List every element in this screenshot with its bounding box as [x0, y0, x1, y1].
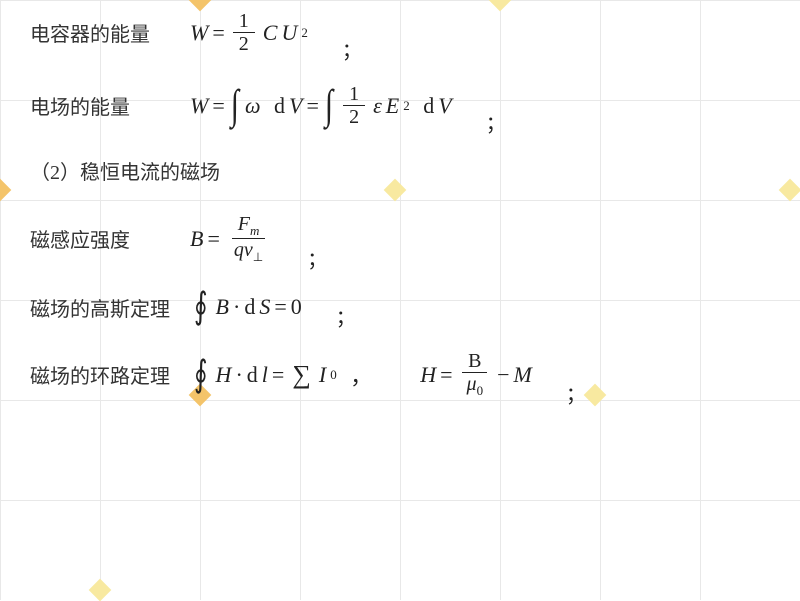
num-Fm: Fm: [232, 213, 266, 239]
var-B: B: [190, 226, 203, 252]
row-magnetic-flux-density: 磁感应强度 B = Fm qv⊥ ；: [30, 213, 770, 264]
frac-half2: 1 2: [343, 83, 365, 128]
var-eps: ε: [373, 93, 382, 119]
formula-efield: W = ∫ ω d V = ∫ 1 2 ε E 2 d V ；: [190, 83, 506, 128]
oint-icon: ∮: [194, 354, 208, 396]
var-q: q: [234, 239, 244, 261]
frac-B-mu0: B μ0: [461, 350, 490, 398]
zero: 0: [291, 294, 302, 320]
semicolon: ；: [342, 34, 362, 63]
eq2: =: [440, 362, 452, 388]
minus: −: [497, 362, 509, 388]
sup-2: 2: [403, 98, 410, 114]
formula-loop: ∮ H · d l = ∑ I 0 ， H = B μ0 − M ；: [190, 350, 586, 398]
var-v: v: [244, 239, 253, 261]
num-1: 1: [233, 10, 255, 33]
var-W: W: [190, 93, 208, 119]
d: d: [247, 362, 258, 388]
var-l: l: [262, 362, 268, 388]
semicolon: ；: [336, 301, 356, 330]
row-efield-energy: 电场的能量 W = ∫ ω d V = ∫ 1 2 ε E 2 d V ；: [30, 83, 770, 128]
frac-Fm-qv: Fm qv⊥: [228, 213, 269, 264]
eq: =: [212, 20, 224, 46]
var-mu: μ: [467, 373, 477, 395]
var-W: W: [190, 20, 208, 46]
var-C: C: [263, 20, 278, 46]
semicolon: ；: [307, 243, 327, 272]
eq: =: [212, 93, 224, 119]
formula-bfield: B = Fm qv⊥ ；: [190, 213, 327, 264]
row-capacitor-energy: 电容器的能量 W = 1 2 C U 2 ；: [30, 10, 770, 55]
section-title: （2）稳恒电流的磁场: [30, 156, 770, 185]
formula-capacitor: W = 1 2 C U 2 ；: [190, 10, 362, 55]
var-I: I: [319, 362, 326, 388]
label-efield: 电场的能量: [30, 91, 190, 120]
sup-2: 2: [301, 25, 308, 41]
var-H: H: [216, 362, 232, 388]
dot: ·: [233, 294, 240, 320]
num-1: 1: [343, 83, 365, 106]
row-gauss-magnetism: 磁场的高斯定理 ∮ B · d S = 0 ；: [30, 292, 770, 322]
den-qv: qv⊥: [228, 239, 269, 264]
comma: ，: [350, 359, 372, 391]
var-M: M: [513, 362, 531, 388]
label-capacitor: 电容器的能量: [30, 18, 190, 47]
var-U: U: [281, 20, 297, 46]
formula-gauss: ∮ B · d S = 0 ；: [190, 292, 356, 322]
semicolon: ；: [566, 378, 586, 407]
eq: =: [207, 226, 219, 252]
var-V2: V: [438, 93, 451, 119]
eq: =: [272, 362, 284, 388]
d: d: [244, 294, 255, 320]
label-loop: 磁场的环路定理: [30, 360, 190, 389]
eq: =: [274, 294, 286, 320]
row-ampere-loop: 磁场的环路定理 ∮ H · d l = ∑ I 0 ， H = B μ0 − M: [30, 350, 770, 398]
sub-perp: ⊥: [253, 250, 263, 264]
var-S: S: [259, 294, 270, 320]
d: d: [274, 93, 285, 119]
semicolon: ；: [486, 107, 506, 136]
den-2: 2: [233, 33, 255, 55]
sub-0: 0: [330, 367, 337, 383]
label-gauss: 磁场的高斯定理: [30, 293, 190, 322]
num-B: B: [462, 350, 487, 373]
den-2: 2: [343, 106, 365, 128]
sum-icon: ∑: [292, 360, 311, 390]
integral-icon: ∫: [231, 82, 239, 130]
label-bfield: 磁感应强度: [30, 224, 190, 253]
var-V: V: [289, 93, 302, 119]
eq2: =: [306, 93, 318, 119]
var-B: B: [216, 294, 229, 320]
integral-icon: ∫: [325, 82, 333, 130]
var-E: E: [386, 93, 399, 119]
var-F: F: [238, 213, 250, 235]
oint-icon: ∮: [194, 286, 208, 328]
content-area: 电容器的能量 W = 1 2 C U 2 ； 电场的能量 W = ∫ ω d V…: [0, 0, 800, 437]
sub-m: m: [250, 223, 259, 238]
var-H2: H: [420, 362, 436, 388]
den-mu0: μ0: [461, 373, 490, 398]
d2: d: [423, 93, 434, 119]
dot: ·: [235, 362, 242, 388]
frac-half: 1 2: [233, 10, 255, 55]
var-omega: ω: [245, 93, 261, 119]
sub-0b: 0: [477, 383, 484, 398]
